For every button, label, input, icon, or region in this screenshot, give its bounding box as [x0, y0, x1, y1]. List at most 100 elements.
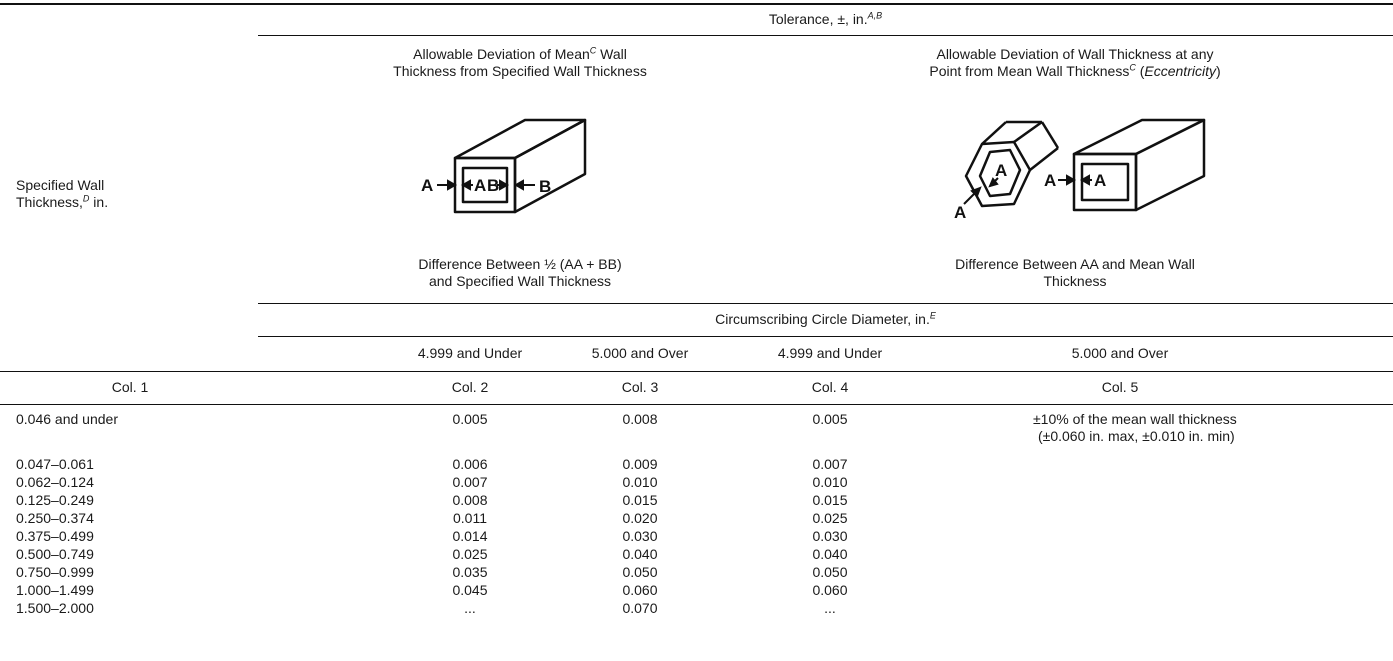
subcol-3-heading: 5.000 and Over: [591, 345, 689, 361]
subcol-2-heading: 4.999 and Under: [417, 345, 523, 361]
eccentricity-line2: Point from Mean Wall ThicknessC (Eccentr…: [855, 63, 1295, 80]
row-col2: 0.005: [452, 411, 488, 427]
rule-under-col-labels: [0, 404, 1393, 405]
row-col2: 0.006: [452, 456, 488, 472]
rectangular-tube-figure-right: A A: [1044, 118, 1206, 212]
specified-wall-text-b: in.: [89, 194, 109, 210]
row-col3: 0.070: [622, 600, 658, 616]
rule-above-circ: [258, 303, 1393, 304]
eccentricity-heading: Allowable Deviation of Wall Thickness at…: [855, 46, 1295, 80]
subcol-4-heading: 4.999 and Under: [777, 345, 883, 361]
row-col3: 0.060: [622, 582, 658, 598]
specified-wall-footnote: D: [82, 193, 90, 204]
figure-left-label-b-outer: B: [539, 177, 551, 196]
eccentricity-text-a: Point from Mean Wall Thickness: [929, 63, 1130, 79]
row-col4: 0.040: [812, 546, 848, 562]
row-col3: 0.008: [622, 411, 658, 427]
eccentricity-text-c: ): [1215, 63, 1221, 79]
tolerance-heading: Tolerance, ±, in.A,B: [258, 11, 1393, 28]
rectangular-tube-figure-left: A A B B: [421, 118, 587, 214]
col5-note-line1: ±10% of the mean wall thickness: [1033, 411, 1237, 427]
col5-note-line2: (±0.060 in. max, ±0.010 in. min): [1038, 428, 1235, 444]
difference-left-line2: and Specified Wall Thickness: [428, 273, 612, 289]
specified-wall-text-a: Thickness,: [16, 194, 83, 210]
eccentricity-text-b: (: [1135, 63, 1145, 79]
mean-deviation-text-a: Allowable Deviation of Mean: [413, 46, 590, 62]
row-col3: 0.010: [622, 474, 658, 490]
circumscribing-footnote: E: [929, 310, 936, 321]
circumscribing-text: Circumscribing Circle Diameter, in.: [715, 311, 930, 327]
hexagon-tube-figure: A A: [954, 120, 1060, 222]
row-range: 1.500–2.000: [16, 600, 94, 616]
row-range: 0.047–0.061: [16, 456, 94, 472]
row-col4: 0.015: [812, 492, 848, 508]
mean-deviation-line1: Allowable Deviation of MeanC Wall: [300, 46, 740, 63]
row-col4: 0.010: [812, 474, 848, 490]
rule-under-circ: [258, 336, 1393, 337]
rule-header-bottom: [0, 371, 1393, 372]
figure-left-label-b-inner: B: [487, 176, 499, 195]
mean-deviation-text-b: Wall: [596, 46, 627, 62]
row-range: 1.000–1.499: [16, 582, 94, 598]
row-col3: 0.030: [622, 528, 658, 544]
row-range: 0.250–0.374: [16, 510, 94, 526]
difference-right-heading: Difference Between AA and Mean Wall Thic…: [855, 256, 1295, 290]
difference-left-heading: Difference Between ½ (AA + BB) and Speci…: [300, 256, 740, 290]
eccentricity-footnote: C: [1129, 62, 1136, 73]
specified-wall-heading: Specified Wall Thickness,D in.: [16, 177, 236, 211]
row-range: 0.375–0.499: [16, 528, 94, 544]
eccentricity-emphasis: Eccentricity: [1144, 63, 1216, 79]
row-col4: 0.025: [812, 510, 848, 526]
row-col2: 0.045: [452, 582, 488, 598]
row-col4: 0.050: [812, 564, 848, 580]
specified-wall-line2: Thickness,D in.: [16, 194, 236, 211]
row-col2: 0.007: [452, 474, 488, 490]
row-col4: ...: [824, 600, 836, 616]
mean-deviation-heading: Allowable Deviation of MeanC Wall Thickn…: [300, 46, 740, 80]
row-range: 0.046 and under: [16, 411, 118, 427]
col-label-4: Col. 4: [811, 379, 849, 395]
row-col4: 0.030: [812, 528, 848, 544]
difference-right-line1: Difference Between AA and Mean Wall: [955, 256, 1195, 272]
row-col4: 0.060: [812, 582, 848, 598]
row-col2: 0.014: [452, 528, 488, 544]
row-col3: 0.050: [622, 564, 658, 580]
mean-deviation-footnote: C: [589, 45, 597, 56]
row-col4: 0.005: [812, 411, 848, 427]
figure-left-label-a-outer: A: [421, 176, 433, 195]
col-label-2: Col. 2: [451, 379, 489, 395]
col-label-1: Col. 1: [111, 379, 149, 395]
row-col2: 0.025: [452, 546, 488, 562]
top-rule: [0, 3, 1393, 5]
figure-left-label-a-inner: A: [474, 176, 486, 195]
tolerance-text: Tolerance, ±, in.: [768, 11, 868, 27]
difference-right-line2: Thickness: [1043, 273, 1107, 289]
figure-right-label-a-outer: A: [1044, 171, 1056, 190]
row-col2: 0.008: [452, 492, 488, 508]
subcol-5-heading: 5.000 and Over: [1071, 345, 1169, 361]
mean-deviation-line2: Thickness from Specified Wall Thickness: [393, 63, 647, 79]
row-col3: 0.015: [622, 492, 658, 508]
col-label-3: Col. 3: [621, 379, 659, 395]
hexagon-label-a-inner: A: [995, 161, 1007, 180]
row-col3: 0.040: [622, 546, 658, 562]
row-range: 0.125–0.249: [16, 492, 94, 508]
rule-under-tolerance: [258, 35, 1393, 36]
tolerance-footnote: A,B: [867, 10, 883, 21]
figure-right-label-a-inner: A: [1094, 171, 1106, 190]
row-col2: 0.011: [453, 510, 487, 526]
col5-note: ±10% of the mean wall thickness (±0.060 …: [1028, 411, 1237, 445]
row-range: 0.750–0.999: [16, 564, 94, 580]
circumscribing-heading: Circumscribing Circle Diameter, in.E: [258, 311, 1393, 328]
row-col2: 0.035: [452, 564, 488, 580]
eccentricity-line1: Allowable Deviation of Wall Thickness at…: [936, 46, 1214, 62]
row-col4: 0.007: [812, 456, 848, 472]
row-col2: ...: [464, 600, 476, 616]
row-col3: 0.009: [622, 456, 658, 472]
difference-left-line1: Difference Between ½ (AA + BB): [418, 256, 622, 272]
row-col3: 0.020: [622, 510, 658, 526]
row-range: 0.500–0.749: [16, 546, 94, 562]
specified-wall-line1: Specified Wall: [16, 177, 105, 193]
hexagon-label-a-outer: A: [954, 203, 966, 222]
row-range: 0.062–0.124: [16, 474, 94, 490]
